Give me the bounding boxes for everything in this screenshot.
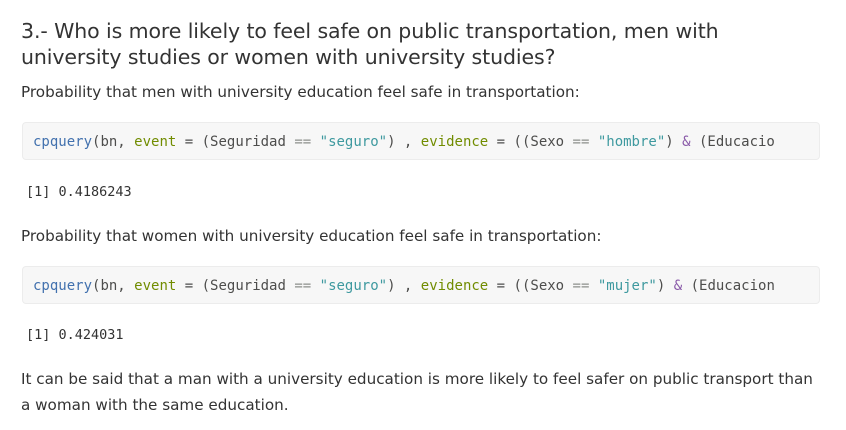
code-argument-name: event xyxy=(134,134,177,150)
code-string: "seguro" xyxy=(319,278,388,294)
code-text xyxy=(589,278,597,294)
code-text: = xyxy=(488,278,514,294)
code-text: ) xyxy=(665,134,683,150)
code-block-men[interactable]: cpquery(bn, event = (Seguridad == "segur… xyxy=(22,122,820,160)
code-argument-name: event xyxy=(134,278,177,294)
code-function-name: cpquery xyxy=(33,278,93,294)
code-operator: == xyxy=(294,134,312,150)
code-operator: & xyxy=(673,278,683,294)
code-operator: == xyxy=(572,278,590,294)
code-text: ) , xyxy=(387,278,421,294)
men-intro-paragraph: Probability that men with university edu… xyxy=(21,83,580,101)
question-heading: 3.- Who is more likely to feel safe on p… xyxy=(21,19,719,69)
code-text xyxy=(589,134,597,150)
code-text: (Educacion xyxy=(682,278,775,294)
code-text: (Seguridad xyxy=(201,134,295,150)
code-text: = xyxy=(176,134,202,150)
women-intro-paragraph: Probability that women with university e… xyxy=(21,227,602,245)
output-men: [1] 0.4186243 xyxy=(26,184,132,200)
code-string: "seguro" xyxy=(319,134,388,150)
output-women: [1] 0.424031 xyxy=(26,327,124,343)
code-text xyxy=(311,134,319,150)
code-text: (bn, xyxy=(92,278,135,294)
code-operator: & xyxy=(682,134,691,150)
code-string: "hombre" xyxy=(597,134,666,150)
code-operator: == xyxy=(294,278,312,294)
code-argument-name: evidence xyxy=(420,134,489,150)
code-text: (Seguridad xyxy=(201,278,295,294)
conclusion-paragraph: It can be said that a man with a univers… xyxy=(21,370,813,414)
code-text: (Educacio xyxy=(690,134,775,150)
code-string: "mujer" xyxy=(597,278,657,294)
code-text: = xyxy=(488,134,514,150)
code-block-women[interactable]: cpquery(bn, event = (Seguridad == "segur… xyxy=(22,266,820,304)
code-text: (bn, xyxy=(92,134,135,150)
code-argument-name: evidence xyxy=(420,278,489,294)
code-text: = xyxy=(176,278,202,294)
code-text: ((Sexo xyxy=(513,134,573,150)
code-text: ) xyxy=(656,278,674,294)
code-operator: == xyxy=(572,134,590,150)
code-function-name: cpquery xyxy=(33,134,93,150)
code-text: ) , xyxy=(387,134,421,150)
code-text xyxy=(311,278,319,294)
code-text: ((Sexo xyxy=(513,278,573,294)
